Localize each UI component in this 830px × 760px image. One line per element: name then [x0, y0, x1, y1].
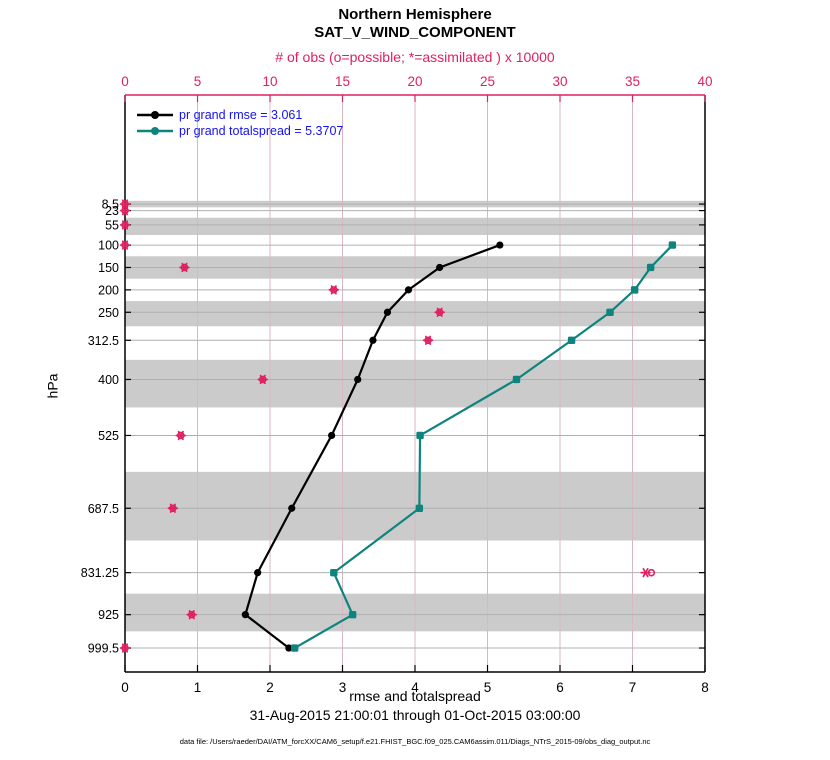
assimilated-obs-marker — [188, 609, 195, 620]
svg-text:1: 1 — [194, 680, 202, 695]
assimilated-obs-marker — [425, 335, 432, 345]
tick-labels: 0 1 2 3 4 5 6 7 80 5 10 15 20 25 30 35 408.5235510015020… — [81, 74, 713, 695]
svg-text:30: 30 — [552, 74, 567, 89]
assimilated-obs-marker — [169, 503, 176, 513]
svg-text:925: 925 — [98, 608, 119, 622]
obs-count-markers — [119, 199, 656, 653]
assimilated-obs-marker — [642, 567, 649, 578]
rmse-legend-line-icon — [137, 111, 173, 119]
legend-entry-rmse: pr grand rmse = 3.061 — [136, 107, 343, 123]
svg-text:312.5: 312.5 — [88, 334, 119, 348]
assimilated-obs-marker — [177, 430, 184, 441]
assimilated-obs-marker — [259, 374, 266, 385]
svg-text:150: 150 — [98, 261, 119, 275]
assimilated-obs-marker — [436, 307, 443, 317]
svg-text:23: 23 — [105, 204, 119, 218]
assimilated-obs-marker — [121, 220, 129, 230]
svg-text:400: 400 — [98, 373, 119, 387]
svg-text:40: 40 — [697, 74, 712, 89]
svg-text:0: 0 — [121, 680, 129, 695]
legend: pr grand rmse = 3.061 pr grand totalspre… — [136, 107, 343, 139]
svg-text:831.25: 831.25 — [81, 566, 119, 580]
svg-text:8: 8 — [701, 680, 709, 695]
svg-text:55: 55 — [105, 218, 119, 232]
svg-text:687.5: 687.5 — [88, 502, 119, 516]
svg-text:2: 2 — [266, 680, 274, 695]
svg-text:15: 15 — [335, 74, 350, 89]
bottom-axis-label: rmse and totalspread — [349, 688, 481, 704]
svg-text:10: 10 — [262, 74, 277, 89]
assimilated-obs-marker — [121, 643, 129, 653]
svg-text:5: 5 — [194, 74, 202, 89]
chart-subtitle: SAT_V_WIND_COMPONENT — [314, 24, 516, 41]
chart-title: Northern Hemisphere — [338, 6, 492, 23]
svg-text:7: 7 — [629, 680, 637, 695]
totalspread-legend-line-icon — [137, 127, 173, 135]
datafile-caption: data file: /Users/raeder/DAI/ATM_forcXX/… — [179, 737, 651, 746]
assimilated-obs-marker — [121, 205, 129, 216]
timespan-caption: 31-Aug-2015 21:00:01 through 01-Oct-2015… — [249, 707, 581, 723]
svg-text:525: 525 — [98, 429, 119, 443]
assimilated-obs-marker — [121, 240, 129, 250]
legend-label-totalspread: pr grand totalspread = 5.3707 — [179, 124, 344, 138]
assimilated-obs-marker — [181, 262, 188, 273]
svg-text:5: 5 — [484, 680, 492, 695]
svg-text:35: 35 — [625, 74, 640, 89]
top-axis-label: # of obs (o=possible; *=assimilated ) x … — [275, 49, 555, 65]
assimilated-obs-marker — [330, 285, 337, 295]
svg-text:8.5: 8.5 — [102, 198, 119, 212]
legend-label-rmse: pr grand rmse = 3.061 — [179, 108, 303, 122]
svg-text:6: 6 — [556, 680, 564, 695]
totalspread-series — [290, 241, 677, 652]
legend-entry-totalspread: pr grand totalspread = 5.3707 — [136, 123, 343, 139]
level-gridlines — [125, 203, 705, 649]
svg-text:4: 4 — [411, 680, 419, 695]
svg-text:0: 0 — [121, 74, 129, 89]
svg-text:20: 20 — [407, 74, 422, 89]
svg-text:200: 200 — [98, 283, 119, 297]
rmse-series — [241, 241, 504, 652]
svg-text:25: 25 — [480, 74, 495, 89]
svg-text:100: 100 — [98, 239, 119, 253]
svg-text:3: 3 — [339, 680, 347, 695]
y-axis-label: hPa — [44, 373, 61, 399]
svg-text:250: 250 — [98, 306, 119, 320]
svg-text:999.5: 999.5 — [88, 642, 119, 656]
